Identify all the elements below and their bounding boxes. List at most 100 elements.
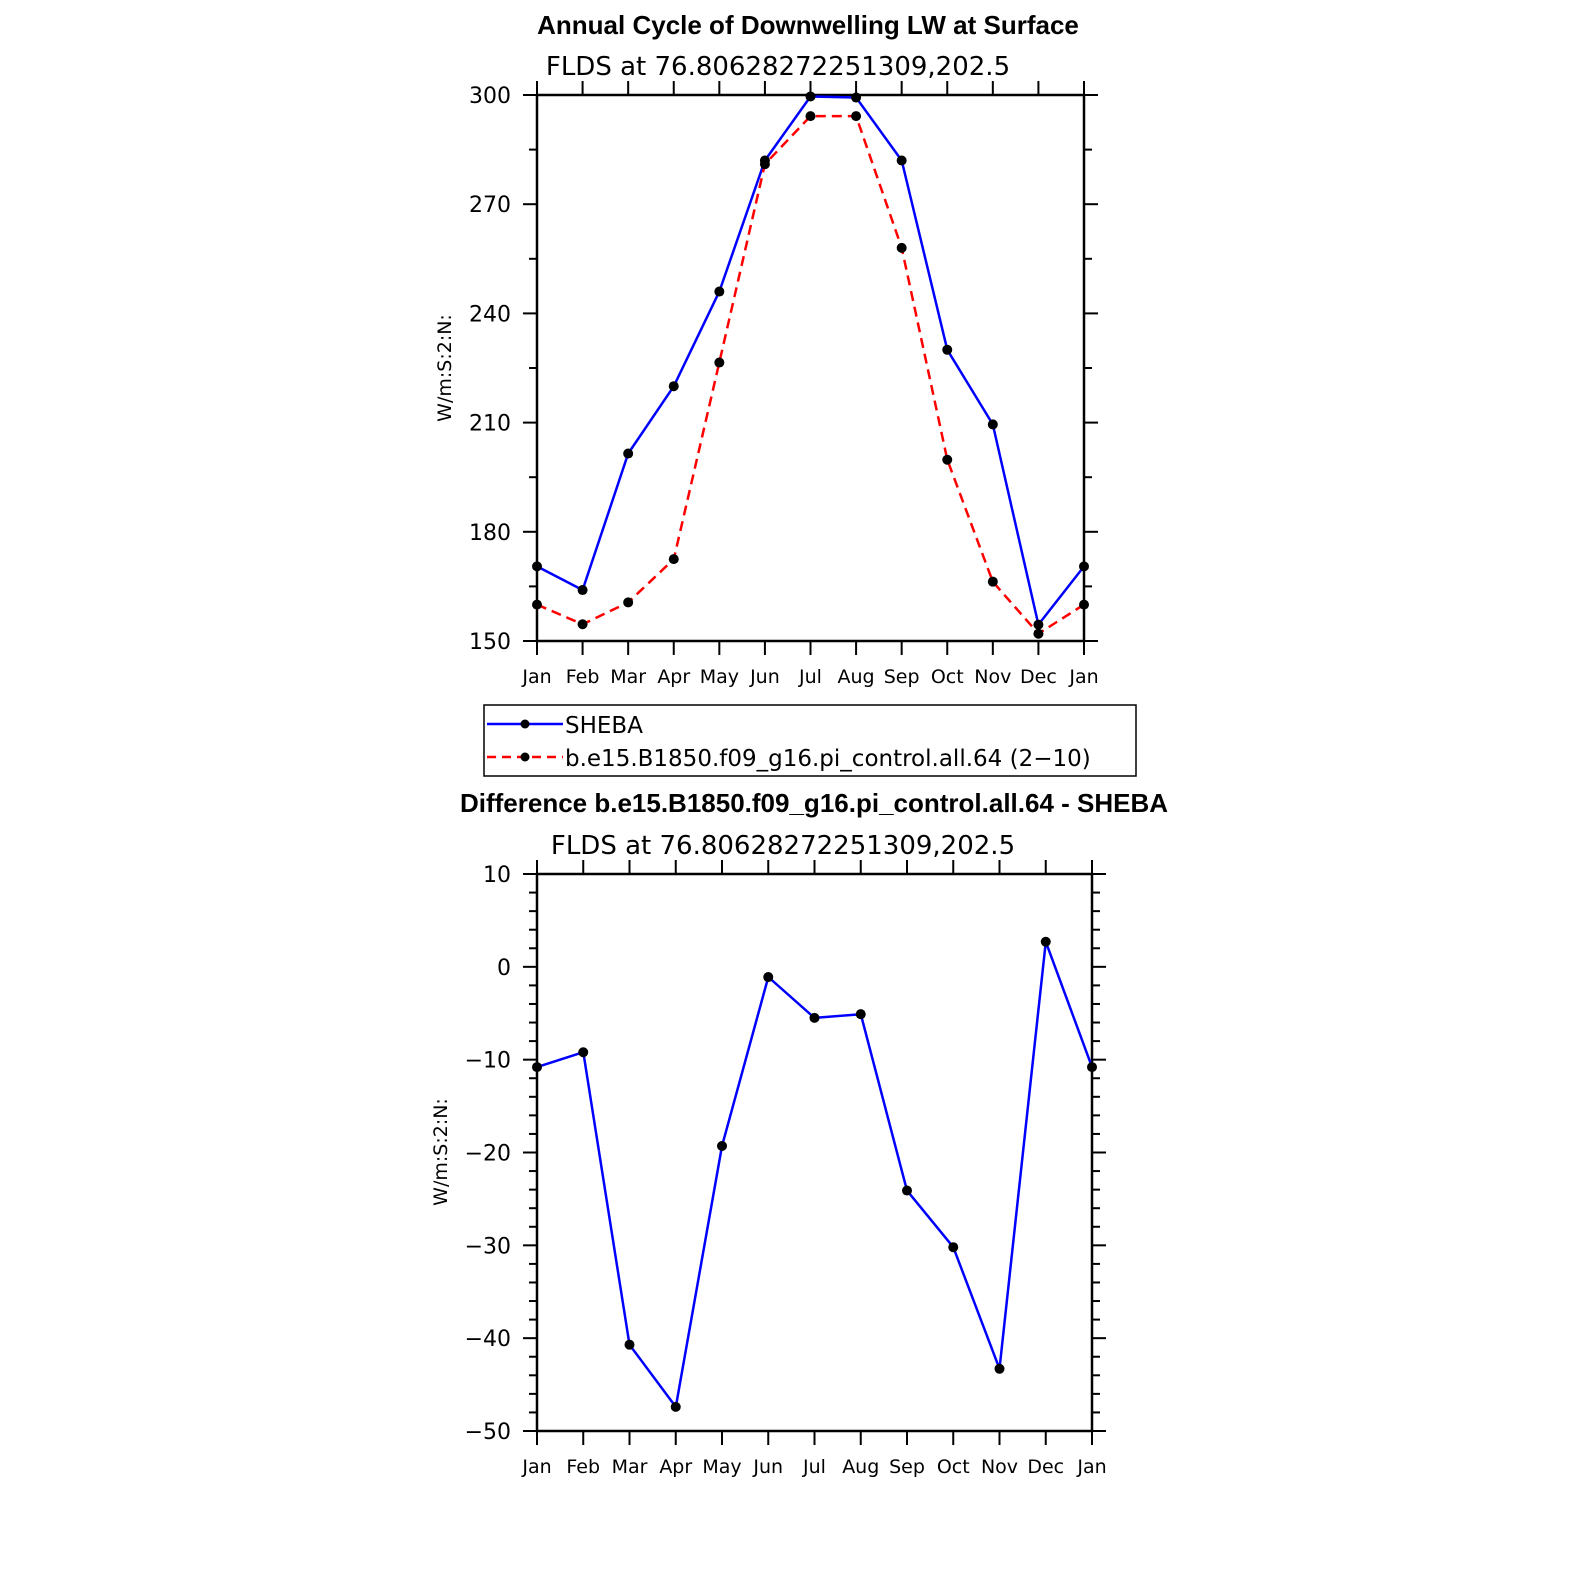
x-tick-label: Jul <box>798 666 822 688</box>
data-point-s1-1 <box>577 619 588 630</box>
y-axis-tick-labels: 150 180 210 240 270 300 <box>469 84 511 655</box>
data-point-s0-4 <box>717 1141 727 1152</box>
x-tick-label: Nov <box>981 1456 1018 1478</box>
y-tick-label: 210 <box>469 412 511 437</box>
difference-chart: Difference b.e15.B1850.f09_g16.pi_contro… <box>430 788 1168 1478</box>
y-tick-label: 0 <box>497 956 511 981</box>
plot-frame <box>535 872 1094 1433</box>
x-tick-label: Mar <box>612 1456 648 1478</box>
y-axis-label: W/m:S:2:N: <box>434 314 456 422</box>
x-axis-tick-labels: Jan Feb Mar Apr May Jun Jul Aug Sep Oct Nov Dec Jan <box>521 666 1098 688</box>
series-group <box>532 91 1089 639</box>
x-tick-label: Jun <box>752 1456 783 1478</box>
data-point-s1-6 <box>805 111 816 122</box>
series-line-0 <box>536 940 1094 1409</box>
x-tick-label: Jan <box>521 1456 551 1478</box>
chart-title: Annual Cycle of Downwelling LW at Surfac… <box>537 10 1079 40</box>
series-line-0 <box>536 95 1085 626</box>
data-point-s1-3 <box>668 554 679 565</box>
data-point-s0-6 <box>809 1012 820 1023</box>
y-tick-label: 270 <box>469 193 511 218</box>
data-point-s1-2 <box>623 597 634 608</box>
x-tick-label: Aug <box>838 666 875 688</box>
data-point-s0-8 <box>902 1185 912 1196</box>
x-axis-ticks <box>536 860 1093 1445</box>
annual-cycle-chart: Annual Cycle of Downwelling LW at Surfac… <box>434 10 1099 688</box>
chart-subtitle: FLDS at 76.80628272251309,202.5 <box>546 52 1010 82</box>
y-axis-label: W/m:S:2:N: <box>430 1098 452 1206</box>
data-point-s1-12 <box>1079 599 1089 610</box>
data-point-s1-10 <box>987 576 998 587</box>
x-tick-label: Dec <box>1020 666 1057 688</box>
data-point-s0-4 <box>714 286 725 297</box>
x-tick-label: Jul <box>802 1456 826 1478</box>
data-point-s0-9 <box>942 344 953 355</box>
data-point-s0-12 <box>1079 561 1089 572</box>
x-tick-label: Apr <box>657 666 690 688</box>
data-point-s0-11 <box>1033 619 1044 630</box>
legend-marker-sheba <box>520 719 530 729</box>
legend-box <box>483 704 1137 777</box>
y-axis-ticks <box>523 94 1098 642</box>
x-tick-label: May <box>700 666 739 688</box>
chart-subtitle: FLDS at 76.80628272251309,202.5 <box>551 831 1015 861</box>
data-point-s0-2 <box>623 448 634 459</box>
x-tick-label: Apr <box>659 1456 692 1478</box>
data-point-s0-12 <box>1087 1062 1097 1073</box>
x-tick-label: Dec <box>1027 1456 1064 1478</box>
x-tick-label: May <box>702 1456 741 1478</box>
data-point-s0-1 <box>578 1047 589 1058</box>
data-point-s1-4 <box>714 357 725 368</box>
x-tick-label: Oct <box>937 1456 970 1478</box>
x-tick-label: Jun <box>749 666 780 688</box>
data-point-s0-7 <box>855 1009 866 1020</box>
y-tick-label: −30 <box>465 1234 511 1259</box>
x-tick-label: Sep <box>889 1456 925 1478</box>
chart-title: Difference b.e15.B1850.f09_g16.pi_contro… <box>460 788 1168 818</box>
y-tick-label: 300 <box>469 84 511 109</box>
data-point-s0-5 <box>763 972 774 983</box>
y-tick-label: −20 <box>465 1142 511 1167</box>
y-tick-label: 240 <box>469 302 511 327</box>
data-point-s1-11 <box>1033 628 1044 639</box>
data-point-s0-0 <box>532 561 542 572</box>
data-point-s1-8 <box>896 242 907 253</box>
data-point-s0-0 <box>532 1062 542 1073</box>
data-point-s1-0 <box>532 599 542 610</box>
data-point-s0-3 <box>670 1401 681 1412</box>
x-tick-label: Sep <box>884 666 920 688</box>
data-point-s0-7 <box>851 92 862 103</box>
y-axis-tick-labels: −50 −40 −30 −20 −10 0 10 <box>465 863 511 1445</box>
data-point-s0-10 <box>987 419 998 430</box>
x-tick-label: Mar <box>610 666 646 688</box>
y-tick-label: 10 <box>483 863 511 888</box>
data-point-s1-5 <box>759 159 770 170</box>
series-group <box>532 936 1097 1412</box>
y-axis-ticks <box>523 873 1106 1432</box>
y-tick-label: −40 <box>465 1327 511 1352</box>
x-tick-label: Feb <box>566 1456 600 1478</box>
x-tick-label: Jan <box>521 666 551 688</box>
data-point-s0-3 <box>668 381 679 392</box>
data-point-s0-2 <box>624 1339 635 1350</box>
data-point-s1-7 <box>851 111 862 122</box>
data-point-s0-11 <box>1040 936 1051 947</box>
x-tick-label: Jan <box>1076 1456 1106 1478</box>
y-tick-label: 180 <box>469 521 511 546</box>
legend-marker-model <box>520 752 530 762</box>
x-tick-label: Oct <box>931 666 964 688</box>
x-tick-label: Jan <box>1068 666 1098 688</box>
legend-label-sheba: SHEBA <box>565 713 643 739</box>
plot-frame <box>535 93 1086 643</box>
y-tick-label: 150 <box>469 630 511 655</box>
y-tick-label: −10 <box>465 1049 511 1074</box>
data-point-s0-6 <box>805 91 816 102</box>
x-tick-label: Nov <box>974 666 1011 688</box>
x-tick-label: Feb <box>566 666 600 688</box>
x-axis-tick-labels: Jan Feb Mar Apr May Jun Jul Aug Sep Oct Nov Dec Jan <box>521 1456 1106 1478</box>
legend: SHEBA b.e15.B1850.f09_g16.pi_control.all… <box>483 704 1137 777</box>
data-point-s0-1 <box>577 585 588 596</box>
data-point-s0-10 <box>994 1363 1005 1374</box>
data-point-s0-8 <box>896 155 907 166</box>
